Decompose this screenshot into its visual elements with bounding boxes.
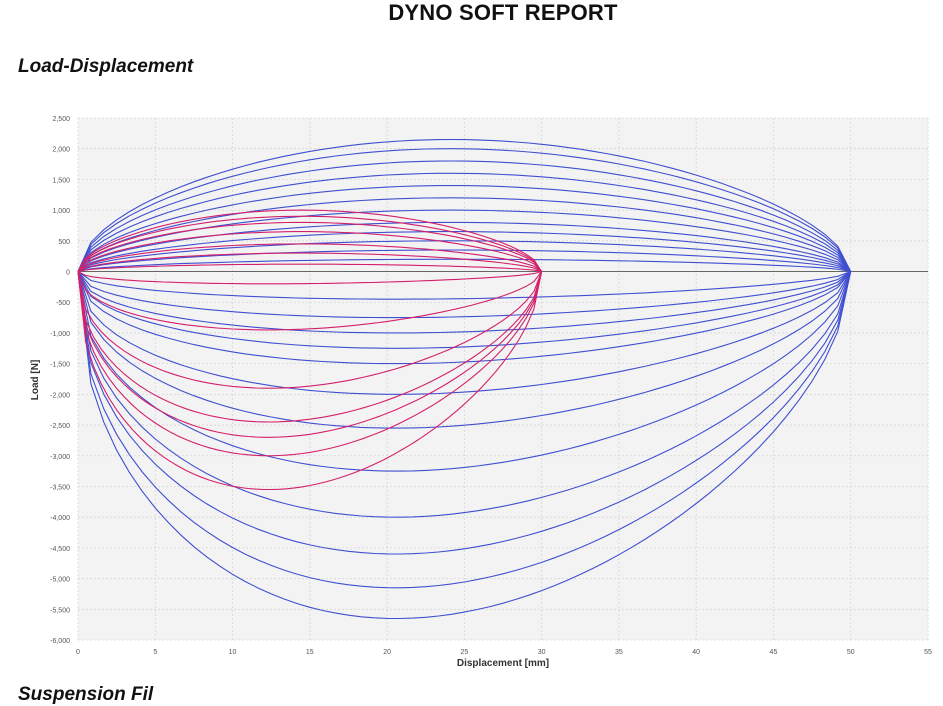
series-line-compression [77,271,852,620]
x-axis-label: Displacement [mm] [457,658,549,669]
grid-lines [77,117,929,641]
series-line-compression [77,271,852,518]
series-line-compression [77,271,852,365]
series-line-compression [77,271,543,389]
y-tick-label: -4,000 [50,515,70,522]
series-line-compression [77,271,543,491]
series-line-compression [77,271,543,438]
x-tick-label: 5 [153,649,157,656]
y-tick-label: -3,500 [50,484,70,491]
series-line-compression [77,271,852,589]
series-line-compression [77,271,852,395]
series-line-compression [77,270,851,300]
series-line-extension [77,215,543,272]
x-tick-label: 30 [538,649,546,656]
plot-background [78,118,928,640]
series-line-extension [77,231,542,272]
x-tick-label: 35 [615,649,623,656]
section-title: Load-Displacement [18,56,194,77]
x-tick-label: 15 [306,649,314,656]
y-tick-label: -3,000 [50,454,70,461]
series-line-compression [77,271,852,334]
series-line-compression [77,271,543,457]
x-tick-label: 0 [76,649,80,656]
series-line-extension [77,243,542,272]
x-tick-label: 40 [692,649,700,656]
series-line-extension [77,197,852,272]
series-30mm-group [77,209,543,491]
series-line-extension [77,252,542,273]
series-line-extension [77,160,852,272]
series-line-extension [77,231,851,272]
y-axis-label: Load [N] [30,360,41,401]
y-tick-label: 0 [66,270,70,277]
y-tick-label: -2,000 [50,392,70,399]
x-tick-label: 50 [847,649,855,656]
series-line-extension [77,148,852,272]
x-tick-label: 55 [924,649,932,656]
y-tick-label: 1,500 [52,177,70,184]
y-tick-label: -500 [56,300,70,307]
x-tick-label: 25 [460,649,468,656]
x-tick-label: 10 [229,649,237,656]
series-line-compression [77,271,851,319]
series-line-extension [77,221,543,272]
y-tick-label: -2,500 [50,423,70,430]
y-tick-label: 2,000 [52,147,70,154]
series-line-compression [77,271,852,555]
y-tick-labels: 2,500 2,000 1,500 1,000 500 0 -500 -1,000 -1,500… [50,116,70,645]
series-line-extension [77,172,852,272]
series-line-compression [77,271,543,331]
y-tick-label: -1,000 [50,331,70,338]
series-line-compression [77,271,543,423]
series-line-compression [77,271,852,349]
series-line-extension [77,185,852,272]
y-tick-label: -1,500 [50,362,70,369]
series-line-extension [77,209,543,272]
series-line-compression [77,271,852,429]
y-tick-label: 2,500 [52,116,70,123]
report-title: DYNO SOFT REPORT [388,0,618,25]
y-tick-label: -5,500 [50,607,70,614]
next-section-title: Suspension Fil [18,684,154,705]
y-tick-label: -6,000 [50,638,70,645]
series-50mm-group [77,138,852,620]
y-tick-label: 500 [58,239,70,246]
series-line-extension [77,138,852,272]
y-tick-label: -5,000 [50,577,70,584]
x-tick-labels: 0 5 10 15 20 25 30 35 40 45 50 55 [76,649,932,656]
series-line-compression [77,270,542,285]
series-line-extension [77,263,542,273]
x-tick-label: 20 [383,649,391,656]
y-tick-label: 1,000 [52,208,70,215]
series-line-compression [77,271,852,472]
series-line-extension [77,240,851,273]
y-tick-label: -4,500 [50,546,70,553]
series-line-extension [77,249,851,273]
x-tick-label: 45 [770,649,778,656]
